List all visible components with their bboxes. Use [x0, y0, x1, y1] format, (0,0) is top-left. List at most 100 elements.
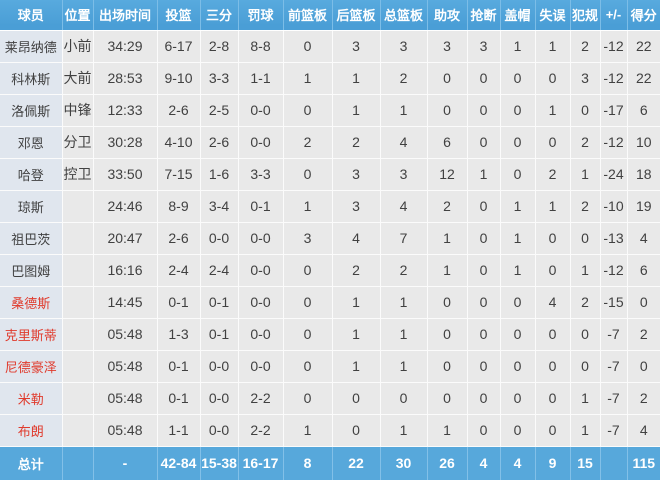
total-oreb: 8 — [283, 445, 333, 480]
cell-ast: 1 — [426, 221, 468, 255]
cell-pf: 0 — [569, 93, 601, 127]
cell-ast: 6 — [426, 125, 468, 159]
table-row: 桑德斯 14:45 0-1 0-1 0-0 0 1 1 0 0 0 4 2 -15 0 — [0, 285, 660, 319]
cell-min: 16:16 — [92, 253, 158, 287]
cell-dreb: 3 — [331, 29, 381, 63]
cell-threes: 0-1 — [199, 317, 239, 351]
cell-reb: 1 — [379, 285, 428, 319]
cell-ast: 0 — [426, 93, 468, 127]
cell-dreb: 0 — [331, 413, 381, 447]
column-header-threes: 三分 — [200, 0, 239, 31]
cell-pos: 大前 — [61, 61, 94, 95]
cell-fg: 0-1 — [156, 349, 201, 383]
cell-reb: 2 — [379, 253, 428, 287]
cell-pf: 1 — [569, 381, 601, 415]
cell-reb: 4 — [379, 125, 428, 159]
table-header: 球员 位置 出场时间 投篮 三分 罚球 前篮板 后篮板 总篮板 助攻 抢断 盖帽 失误 犯规 +/- 得分 — [0, 0, 660, 31]
cell-pos — [61, 381, 94, 415]
cell-reb: 4 — [379, 189, 428, 223]
total-blk: 4 — [500, 445, 536, 480]
cell-player: 洛佩斯 — [0, 93, 63, 127]
table-row: 尼德豪泽 05:48 0-1 0-0 0-0 0 1 1 0 0 0 0 0 -7 0 — [0, 349, 660, 383]
cell-tov: 1 — [534, 189, 571, 223]
cell-plusminus: -15 — [599, 285, 628, 319]
cell-player: 邓恩 — [0, 125, 63, 159]
cell-pts: 6 — [626, 253, 660, 287]
cell-plusminus: -7 — [599, 317, 628, 351]
cell-plusminus: -12 — [599, 125, 628, 159]
cell-min: 05:48 — [92, 317, 158, 351]
cell-tov: 1 — [534, 29, 571, 63]
column-header-pos: 位置 — [62, 0, 94, 31]
cell-fg: 2-6 — [156, 93, 201, 127]
cell-ft: 0-0 — [237, 349, 284, 383]
column-header-ft: 罚球 — [238, 0, 284, 31]
cell-stl: 0 — [466, 253, 501, 287]
cell-tov: 2 — [534, 157, 571, 191]
cell-threes: 2-8 — [199, 29, 239, 63]
cell-player: 桑德斯 — [0, 285, 63, 319]
cell-blk: 0 — [499, 285, 536, 319]
column-header-player: 球员 — [0, 0, 63, 31]
total-stl: 4 — [467, 445, 501, 480]
cell-plusminus: -17 — [599, 93, 628, 127]
cell-pf: 2 — [569, 29, 601, 63]
cell-player: 尼德豪泽 — [0, 349, 63, 383]
cell-stl: 0 — [466, 189, 501, 223]
cell-threes: 2-4 — [199, 253, 239, 287]
cell-plusminus: -7 — [599, 413, 628, 447]
cell-plusminus: -12 — [599, 61, 628, 95]
cell-ft: 3-3 — [237, 157, 284, 191]
cell-blk: 1 — [499, 29, 536, 63]
cell-dreb: 4 — [331, 221, 381, 255]
total-dreb: 22 — [332, 445, 381, 480]
cell-dreb: 0 — [331, 381, 381, 415]
cell-reb: 3 — [379, 29, 428, 63]
cell-blk: 0 — [499, 413, 536, 447]
table-row: 布朗 05:48 1-1 0-0 2-2 1 0 1 1 0 0 0 1 -7 4 — [0, 413, 660, 447]
cell-tov: 0 — [534, 61, 571, 95]
cell-ast: 1 — [426, 253, 468, 287]
cell-pos: 小前 — [61, 29, 94, 63]
cell-pts: 19 — [626, 189, 660, 223]
table-row: 哈登 控卫 33:50 7-15 1-6 3-3 0 3 3 12 1 0 2 1 -24 18 — [0, 157, 660, 191]
cell-threes: 1-6 — [199, 157, 239, 191]
cell-player: 莱昂纳德 — [0, 29, 63, 63]
cell-pts: 2 — [626, 317, 660, 351]
cell-min: 05:48 — [92, 381, 158, 415]
header-row: 球员 位置 出场时间 投篮 三分 罚球 前篮板 后篮板 总篮板 助攻 抢断 盖帽 失误 犯规 +/- 得分 — [0, 0, 660, 31]
table-body: 莱昂纳德 小前 34:29 6-17 2-8 8-8 0 3 3 3 3 1 1 2 -12 22 科林斯 大前 2… — [0, 29, 660, 447]
cell-threes: 0-0 — [199, 349, 239, 383]
cell-ft: 8-8 — [237, 29, 284, 63]
cell-ast: 1 — [426, 413, 468, 447]
cell-stl: 0 — [466, 317, 501, 351]
cell-oreb: 1 — [282, 413, 333, 447]
cell-oreb: 2 — [282, 125, 333, 159]
total-min: - — [93, 445, 158, 480]
cell-fg: 2-4 — [156, 253, 201, 287]
cell-ft: 0-0 — [237, 221, 284, 255]
cell-min: 14:45 — [92, 285, 158, 319]
cell-oreb: 0 — [282, 93, 333, 127]
cell-ast: 0 — [426, 317, 468, 351]
cell-stl: 0 — [466, 285, 501, 319]
cell-pts: 2 — [626, 381, 660, 415]
table-row: 米勒 05:48 0-1 0-0 2-2 0 0 0 0 0 0 0 1 -7 2 — [0, 381, 660, 415]
cell-pos — [61, 317, 94, 351]
cell-pos — [61, 189, 94, 223]
cell-pos: 中锋 — [61, 93, 94, 127]
total-fg: 42-84 — [157, 445, 201, 480]
cell-ft: 0-0 — [237, 317, 284, 351]
cell-pf: 1 — [569, 157, 601, 191]
cell-plusminus: -24 — [599, 157, 628, 191]
cell-oreb: 3 — [282, 221, 333, 255]
cell-oreb: 0 — [282, 29, 333, 63]
cell-min: 33:50 — [92, 157, 158, 191]
cell-pos — [61, 413, 94, 447]
cell-tov: 0 — [534, 317, 571, 351]
column-header-ast: 助攻 — [427, 0, 468, 31]
cell-ft: 0-1 — [237, 189, 284, 223]
cell-oreb: 0 — [282, 317, 333, 351]
cell-ft: 0-0 — [237, 253, 284, 287]
